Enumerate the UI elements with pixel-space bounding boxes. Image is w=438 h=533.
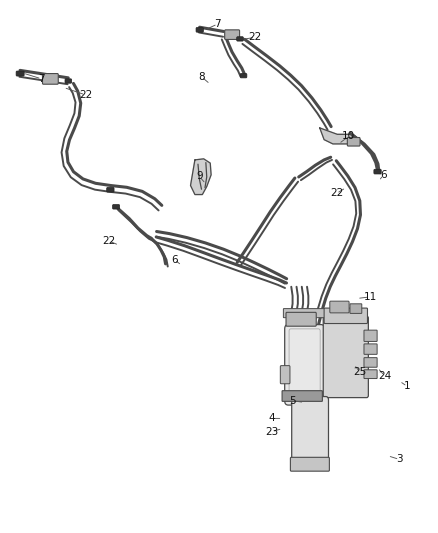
- FancyBboxPatch shape: [280, 366, 290, 384]
- Text: 7: 7: [38, 74, 45, 84]
- FancyBboxPatch shape: [240, 74, 247, 78]
- FancyBboxPatch shape: [324, 308, 367, 324]
- FancyBboxPatch shape: [285, 325, 325, 405]
- FancyBboxPatch shape: [286, 312, 316, 326]
- FancyBboxPatch shape: [42, 74, 58, 84]
- Text: 10: 10: [342, 132, 355, 141]
- FancyBboxPatch shape: [113, 205, 120, 209]
- FancyBboxPatch shape: [237, 37, 244, 41]
- Text: 7: 7: [214, 19, 221, 29]
- FancyBboxPatch shape: [65, 79, 72, 83]
- FancyBboxPatch shape: [283, 309, 367, 318]
- Text: 23: 23: [265, 427, 278, 437]
- FancyBboxPatch shape: [196, 28, 203, 32]
- FancyBboxPatch shape: [330, 301, 349, 313]
- FancyBboxPatch shape: [350, 304, 362, 313]
- Polygon shape: [320, 128, 353, 144]
- Text: 9: 9: [196, 172, 203, 181]
- FancyBboxPatch shape: [16, 71, 24, 76]
- Text: 25: 25: [353, 367, 367, 377]
- FancyBboxPatch shape: [290, 457, 329, 471]
- Text: 4: 4: [268, 414, 275, 423]
- Text: 6: 6: [380, 170, 387, 180]
- FancyBboxPatch shape: [374, 169, 381, 174]
- Text: 3: 3: [396, 455, 403, 464]
- FancyBboxPatch shape: [364, 358, 377, 367]
- FancyBboxPatch shape: [292, 397, 328, 463]
- Text: 11: 11: [364, 292, 377, 302]
- FancyBboxPatch shape: [364, 330, 377, 342]
- Text: 22: 22: [102, 236, 115, 246]
- Polygon shape: [191, 159, 211, 195]
- FancyBboxPatch shape: [323, 316, 368, 398]
- Text: 22: 22: [79, 90, 92, 100]
- FancyBboxPatch shape: [225, 30, 240, 39]
- Text: 24: 24: [378, 371, 391, 381]
- Text: 22: 22: [249, 33, 262, 42]
- FancyBboxPatch shape: [107, 188, 114, 192]
- Text: 22: 22: [330, 189, 343, 198]
- Text: 8: 8: [198, 72, 205, 82]
- FancyBboxPatch shape: [282, 391, 322, 401]
- FancyBboxPatch shape: [364, 344, 377, 354]
- Text: 5: 5: [289, 396, 296, 406]
- FancyBboxPatch shape: [364, 370, 377, 378]
- FancyBboxPatch shape: [347, 138, 360, 146]
- Text: 6: 6: [171, 255, 178, 264]
- Text: 1: 1: [404, 382, 411, 391]
